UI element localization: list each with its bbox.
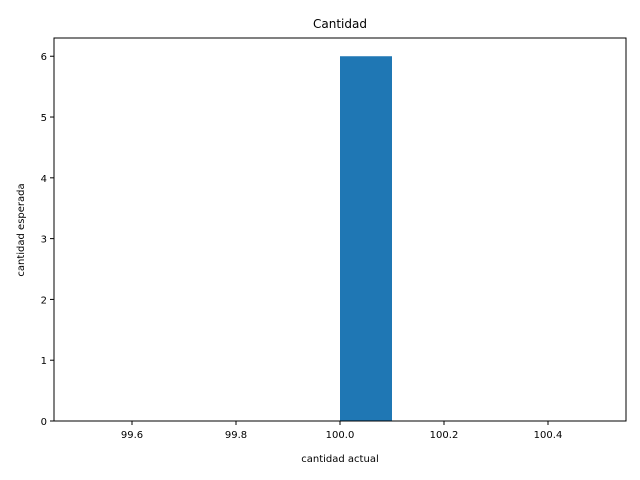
y-tick-label: 3 [41, 235, 47, 246]
x-axis-label: cantidad actual [301, 454, 378, 465]
x-axis-ticks: 99.6 99.8 100.0 100.2 100.4 [121, 421, 562, 441]
x-tick-label: 99.8 [225, 430, 247, 441]
y-tick-label: 1 [41, 356, 47, 367]
y-tick-label: 2 [41, 295, 47, 306]
y-tick-label: 0 [41, 417, 47, 428]
y-axis-ticks: 0 1 2 3 4 5 6 [41, 52, 54, 428]
y-tick-label: 6 [41, 52, 47, 63]
x-tick-label: 100.4 [534, 430, 563, 441]
bars-group [340, 56, 392, 421]
y-tick-label: 4 [41, 174, 47, 185]
chart-title: Cantidad [313, 17, 367, 31]
x-tick-label: 100.0 [326, 430, 355, 441]
x-tick-label: 99.6 [121, 430, 143, 441]
x-tick-label: 100.2 [430, 430, 459, 441]
bar-0 [340, 56, 392, 421]
y-tick-label: 5 [41, 113, 47, 124]
y-axis-label: cantidad esperada [16, 183, 27, 276]
